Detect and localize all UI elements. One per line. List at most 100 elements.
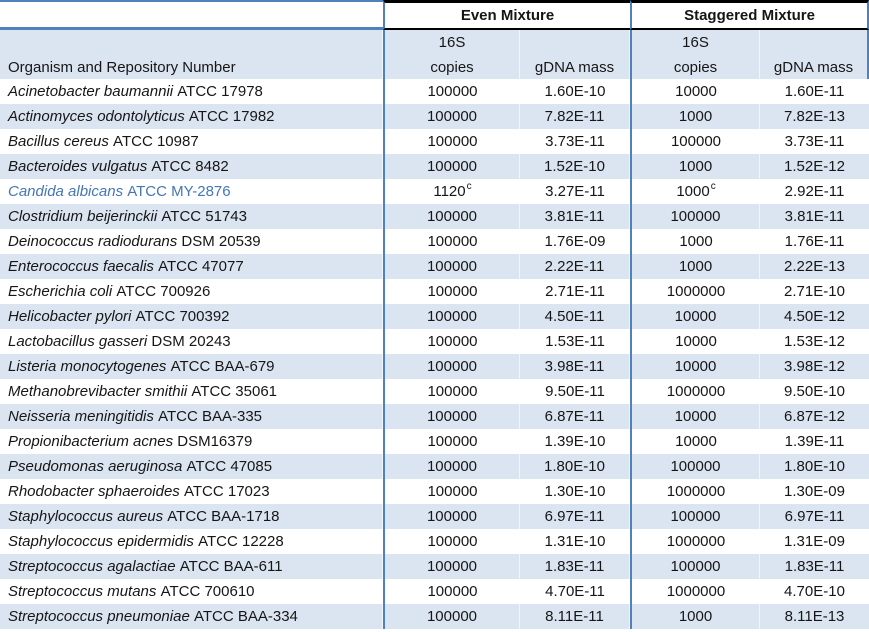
- repository-number: ATCC 47077: [153, 258, 244, 275]
- staggered-mixture-header: Staggered Mixture: [630, 0, 869, 30]
- even-16s-copies-cell: 100000: [383, 204, 520, 229]
- even-16s-copies-cell: 100000: [383, 129, 520, 154]
- staggered-16s-copies-cell: 1000 c: [630, 179, 760, 204]
- organism-cell: Staphylococcus aureus ATCC BAA-1718: [0, 504, 383, 529]
- staggered-gdna-mass-cell: 1.53E-12: [784, 333, 845, 350]
- repository-number: DSM16379: [173, 433, 253, 450]
- even-16s-label: 16S: [383, 30, 520, 55]
- staggered-16s-copies-cell: 1000: [630, 154, 760, 179]
- even-16s-copies-cell: 100000: [383, 79, 520, 104]
- staggered-16s-copies-cell: 10000: [630, 304, 760, 329]
- even-gdna-mass-cell: 3.81E-11: [520, 204, 630, 229]
- table-row: Pseudomonas aeruginosa ATCC 47085 100000 1…: [0, 454, 869, 479]
- table-row: Streptococcus mutans ATCC 700610 100000 4.…: [0, 579, 869, 604]
- staggered-16s-copies-cell: 10000: [630, 429, 760, 454]
- organism-cell: Acinetobacter baumannii ATCC 17978: [0, 79, 383, 104]
- repository-number: ATCC BAA-1718: [163, 508, 280, 525]
- organism-cell: Streptococcus mutans ATCC 700610: [0, 579, 383, 604]
- subheader-row-16s: 16S 16S: [0, 30, 869, 55]
- staggered-gdna-mass-cell: 2.92E-11: [784, 183, 845, 200]
- staggered-gdna-mass-cell: 6.87E-12: [784, 408, 845, 425]
- even-16s-copies-cell: 100000: [383, 154, 520, 179]
- organism-cell: Bacteroides vulgatus ATCC 8482: [0, 154, 383, 179]
- table-row: Clostridium beijerinckii ATCC 51743 10000…: [0, 204, 869, 229]
- even-16s-copies-cell: 100000: [383, 529, 520, 554]
- organism-name: Actinomyces odontolyticus: [8, 108, 185, 125]
- table-row: Bacillus cereus ATCC 10987 100000 3.73E-11…: [0, 129, 869, 154]
- organism-name: Deinococcus radiodurans: [8, 233, 178, 250]
- staggered-gdna-mass-cell: 7.82E-13: [784, 108, 845, 125]
- even-16s-copies-cell: 1120 c: [383, 179, 520, 204]
- organism-name: Streptococcus pneumoniae: [8, 608, 190, 625]
- repository-number: ATCC 700926: [112, 283, 211, 300]
- staggered-gdna-mass-cell: 3.81E-11: [784, 208, 845, 225]
- staggered-16s-copies-cell: 1000000: [630, 579, 760, 604]
- organism-name: Enterococcus faecalis: [8, 258, 154, 275]
- staggered-16s-copies-cell: 100000: [630, 504, 760, 529]
- table-row: Candida albicans ATCC MY-2876 1120 c 3.27E-…: [0, 179, 869, 204]
- organism-name: Escherichia coli: [8, 283, 113, 300]
- staggered-gdna-mass-cell: 2.22E-13: [784, 258, 845, 275]
- staggered-gdna-mass-cell: 1.60E-11: [784, 83, 845, 100]
- staggered-gdna-mass-cell: 4.50E-12: [784, 308, 845, 325]
- organism-cell: Streptococcus agalactiae ATCC BAA-611: [0, 554, 383, 579]
- organism-cell: Clostridium beijerinckii ATCC 51743: [0, 204, 383, 229]
- even-16s-copies-cell: 100000: [383, 429, 520, 454]
- organism-name: Streptococcus agalactiae: [8, 558, 176, 575]
- even-16s-copies-cell: 100000: [383, 329, 520, 354]
- organism-name: Methanobrevibacter smithii: [8, 383, 188, 400]
- even-gdna-mass-cell: 8.11E-11: [520, 604, 630, 629]
- organism-name: Clostridium beijerinckii: [8, 208, 158, 225]
- even-16s-copies-cell: 100000: [383, 229, 520, 254]
- table-row: Listeria monocytogenes ATCC BAA-679 10000…: [0, 354, 869, 379]
- corner-blank-cell: [0, 0, 383, 30]
- table-row: Streptococcus pneumoniae ATCC BAA-334 100…: [0, 604, 869, 629]
- staggered-gdna-mass-cell: 4.70E-10: [784, 583, 845, 600]
- even-gdna-mass-cell: 3.27E-11: [545, 183, 605, 200]
- staggered-gdna-mass-cell: 1.39E-11: [784, 433, 845, 450]
- staggered-gdna-mass-cell: 1.52E-12: [784, 158, 845, 175]
- even-gdna-mass-cell: 1.39E-10: [544, 433, 606, 450]
- even-16s-copies-cell: 100000: [383, 479, 520, 504]
- even-copies-header: copies: [383, 55, 520, 79]
- staggered-16s-copies-cell: 1000000: [630, 479, 760, 504]
- organism-cell: Enterococcus faecalis ATCC 47077: [0, 254, 383, 279]
- organism-name: Lactobacillus gasseri: [8, 333, 148, 350]
- staggered-gdna-mass-cell: 9.50E-10: [784, 383, 845, 400]
- staggered-16s-copies-cell: 1000000: [630, 379, 760, 404]
- even-16s-copies-cell: 100000: [383, 454, 520, 479]
- organism-cell: Staphylococcus epidermidis ATCC 12228: [0, 529, 383, 554]
- repository-number: ATCC BAA-335: [153, 408, 262, 425]
- organism-cell: Escherichia coli ATCC 700926: [0, 279, 383, 304]
- table-row: Deinococcus radiodurans DSM 20539 100000 1…: [0, 229, 869, 254]
- table-row: Propionibacterium acnes DSM16379 100000 1.…: [0, 429, 869, 454]
- even-16s-copies-cell: 100000: [383, 354, 520, 379]
- organism-name: Helicobacter pylori: [8, 308, 132, 325]
- repository-number: ATCC 47085: [182, 458, 273, 475]
- table-row: Bacteroides vulgatus ATCC 8482 100000 1.52…: [0, 154, 869, 179]
- staggered-gdna-mass-cell: 1.30E-09: [784, 483, 845, 500]
- organism-name: Bacteroides vulgatus: [8, 158, 148, 175]
- even-16s-copies-cell: 100000: [383, 404, 520, 429]
- staggered-16s-copies-cell: 1000: [630, 229, 760, 254]
- staggered-gdna-mass-cell: 8.11E-13: [784, 608, 845, 625]
- organism-name: Neisseria meningitidis: [8, 408, 154, 425]
- staggered-gdna-mass-cell: 2.71E-10: [784, 283, 845, 300]
- organism-name: Bacillus cereus: [8, 133, 109, 150]
- even-gdna-mass-cell: 6.97E-11: [520, 504, 630, 529]
- even-gdna-mass-cell: 9.50E-11: [545, 383, 605, 400]
- table-row: Staphylococcus epidermidis ATCC 12228 100…: [0, 529, 869, 554]
- staggered-gdna-header: gDNA mass: [760, 55, 869, 79]
- organism-name: Candida albicans: [8, 183, 124, 200]
- staggered-16s-copies-cell: 100000: [630, 454, 760, 479]
- staggered-16s-copies-cell: 1000: [630, 104, 760, 129]
- organism-name: Listeria monocytogenes: [8, 358, 167, 375]
- even-16s-blank: [520, 30, 630, 55]
- organism-name: Acinetobacter baumannii: [8, 83, 174, 100]
- even-gdna-mass-cell: 3.98E-11: [520, 354, 630, 379]
- even-16s-copies-cell: 100000: [383, 304, 520, 329]
- even-gdna-mass-cell: 6.87E-11: [520, 404, 630, 429]
- repository-number: DSM 20243: [147, 333, 231, 350]
- even-gdna-mass-cell: 1.83E-11: [520, 554, 630, 579]
